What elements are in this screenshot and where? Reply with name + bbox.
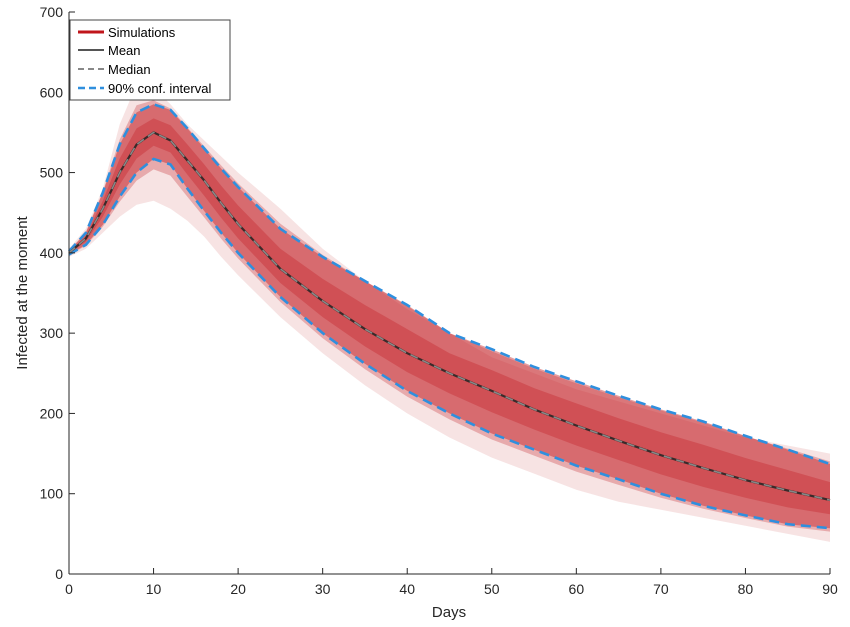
y-tick-label: 500	[40, 165, 64, 181]
y-axis-label: Infected at the moment	[14, 215, 31, 369]
x-tick-label: 10	[146, 581, 162, 597]
series-lines	[68, 102, 831, 530]
legend: Simulations Mean Median 90% conf. interv…	[69, 19, 231, 101]
y-tick-label: 600	[40, 84, 64, 100]
y-tick-label: 100	[40, 486, 64, 502]
y-tick-label: 0	[55, 566, 63, 582]
x-tick-label: 50	[484, 581, 500, 597]
x-tick-label: 90	[822, 581, 838, 597]
y-tick-label: 400	[40, 245, 64, 261]
x-axis-label: Days	[432, 604, 466, 621]
x-tick-label: 0	[65, 581, 73, 597]
x-tick-label: 20	[230, 581, 246, 597]
simulation-dense-band	[69, 118, 830, 515]
conf-interval-lower-line	[68, 157, 831, 530]
x-tick-label: 80	[738, 581, 754, 597]
simulation-band	[69, 84, 830, 542]
legend-label-simulations: Simulations	[108, 25, 176, 40]
legend-label-conf-interval: 90% conf. interval	[108, 81, 211, 96]
legend-label-mean: Mean	[108, 43, 141, 58]
x-tick-label: 40	[399, 581, 415, 597]
tick-labels: 0 10 20 30 40 50 60 70 80 90 0 100 200 300 400 500 600 70…	[40, 4, 838, 597]
x-tick-label: 30	[315, 581, 331, 597]
median-line	[68, 131, 831, 501]
x-tick-label: 70	[653, 581, 669, 597]
simulation-outer-band	[69, 84, 830, 542]
y-tick-label: 300	[40, 325, 64, 341]
x-tick-label: 60	[569, 581, 585, 597]
simulation-core-band	[69, 104, 830, 529]
y-tick-label: 200	[40, 405, 64, 421]
conf-interval-upper-line	[68, 102, 831, 466]
y-tick-label: 700	[40, 4, 64, 20]
legend-label-median: Median	[108, 62, 151, 77]
